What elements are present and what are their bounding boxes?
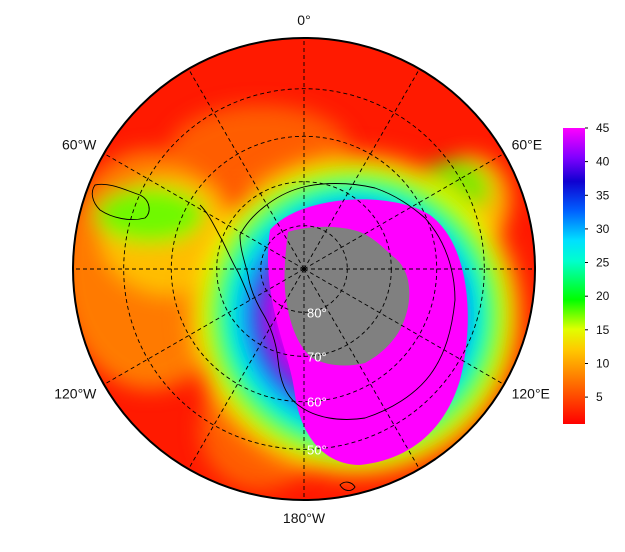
meridian-330 — [188, 68, 305, 270]
colorbar-label-25: 25 — [596, 256, 610, 270]
missing-data-region — [284, 226, 410, 366]
coastline-antarctica — [239, 183, 456, 420]
colorbar-label-5: 5 — [596, 390, 603, 404]
coastline-south-america — [91, 183, 150, 221]
longitude-label-60e: 60°E — [512, 137, 543, 153]
map-boundary — [72, 37, 536, 501]
colorbar-ticks: 5 10 15 20 25 30 35 40 45 — [585, 121, 610, 404]
latitude-label-70: 70° — [307, 349, 327, 364]
colorbar-label-10: 10 — [596, 357, 610, 371]
latitude-label-50: 50° — [307, 442, 327, 457]
ozone-field — [73, 38, 535, 500]
longitude-label-0: 0° — [297, 12, 310, 28]
longitude-label-60w: 60°W — [62, 137, 97, 153]
latitude-circle-50 — [123, 88, 485, 450]
coastline-peninsula — [199, 204, 251, 301]
latitude-label-60: 60° — [307, 395, 327, 410]
meridian-300 — [103, 153, 305, 270]
graticule — [73, 38, 535, 500]
latitude-label-80: 80° — [307, 305, 327, 320]
latitude-labels: 80° 70° 60° 50° — [307, 305, 327, 457]
meridian-240 — [103, 268, 305, 385]
meridian-30 — [303, 68, 420, 270]
coastlines — [91, 183, 456, 491]
coastline-tasmania — [339, 481, 356, 491]
longitude-label-180w: 180°W — [283, 510, 326, 526]
longitude-label-120e: 120°E — [512, 386, 550, 402]
colorbar: 5 10 15 20 25 30 35 40 45 — [563, 121, 610, 424]
longitude-labels: 0° 60°E 120°E 180°W 120°W 60°W — [54, 12, 550, 526]
colorbar-label-40: 40 — [596, 155, 610, 169]
meridian-120 — [303, 268, 505, 385]
meridian-210 — [188, 268, 305, 470]
meridian-150 — [303, 268, 420, 470]
field-green-band-west — [95, 187, 205, 243]
colorbar-label-20: 20 — [596, 289, 610, 303]
colorbar-label-45: 45 — [596, 121, 610, 135]
longitude-label-120w: 120°W — [54, 386, 97, 402]
colorbar-fill — [563, 128, 585, 424]
colorbar-label-30: 30 — [596, 222, 610, 236]
latitude-circle-60 — [170, 135, 438, 403]
colorbar-label-35: 35 — [596, 188, 610, 202]
colorbar-label-15: 15 — [596, 323, 610, 337]
meridian-60 — [303, 153, 505, 270]
